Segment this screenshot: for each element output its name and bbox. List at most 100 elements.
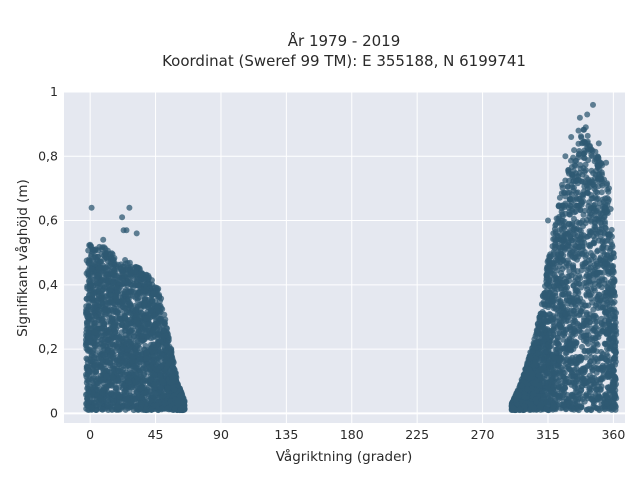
data-point (592, 148, 599, 155)
data-point (563, 357, 570, 363)
data-point (146, 366, 153, 373)
data-point (87, 281, 94, 288)
data-point (160, 327, 167, 333)
data-point (116, 384, 123, 391)
data-point (571, 147, 578, 154)
data-point (157, 315, 164, 322)
data-point (574, 369, 581, 376)
data-point (177, 392, 184, 399)
data-point (138, 394, 145, 401)
data-point (91, 321, 98, 328)
data-point (107, 341, 114, 348)
data-point (107, 291, 113, 298)
data-point (564, 284, 571, 291)
data-point (570, 406, 577, 413)
data-point (107, 286, 114, 293)
data-point (122, 406, 129, 413)
data-point (524, 359, 531, 366)
data-point (608, 226, 615, 233)
data-point (552, 346, 559, 353)
data-point (549, 384, 556, 391)
data-point (560, 291, 567, 298)
data-point (577, 334, 584, 341)
data-point (104, 257, 111, 264)
data-point (141, 371, 147, 378)
data-point (559, 184, 566, 191)
data-point (582, 207, 588, 214)
data-point (577, 219, 584, 226)
data-point (126, 332, 133, 339)
data-point (134, 325, 141, 332)
data-point (604, 244, 611, 251)
data-point (120, 227, 127, 234)
data-point (107, 250, 114, 257)
data-point (596, 330, 603, 337)
data-point (86, 325, 93, 332)
data-point (110, 398, 117, 405)
data-point (98, 317, 105, 324)
data-point (86, 368, 93, 375)
data-point (124, 401, 131, 408)
data-point (137, 271, 144, 278)
data-point (128, 288, 135, 295)
data-point (578, 236, 585, 243)
data-point (557, 248, 564, 255)
data-point (177, 405, 184, 412)
data-point (595, 204, 602, 211)
data-point (560, 391, 567, 398)
data-point (568, 391, 575, 398)
data-point (555, 341, 562, 348)
data-point (171, 386, 178, 393)
data-point (160, 392, 167, 399)
data-point (83, 257, 90, 264)
data-point (576, 312, 583, 319)
data-point (151, 371, 158, 378)
chart-title: År 1979 - 2019 (288, 31, 401, 50)
data-point (161, 320, 168, 327)
data-point (86, 299, 93, 306)
data-point (115, 367, 122, 374)
data-point (167, 351, 174, 358)
data-point (151, 347, 158, 354)
data-point (555, 382, 562, 389)
data-point (104, 402, 111, 409)
data-point (551, 370, 558, 377)
data-point (543, 348, 550, 355)
data-point (109, 365, 116, 372)
data-point (569, 354, 576, 361)
data-point (142, 325, 149, 332)
data-point (132, 349, 139, 356)
data-point (603, 289, 610, 296)
data-point (538, 355, 545, 362)
data-point (567, 359, 574, 366)
data-point (168, 379, 175, 386)
data-point (612, 292, 618, 299)
data-point (155, 307, 162, 314)
data-point (611, 335, 618, 342)
data-point (143, 333, 150, 340)
data-point (114, 357, 121, 364)
data-point (586, 385, 593, 392)
data-point (115, 309, 122, 316)
data-point (576, 322, 582, 329)
data-point (149, 392, 156, 399)
data-point (100, 386, 107, 393)
data-point (602, 340, 609, 347)
data-points (82, 101, 620, 414)
data-point (599, 238, 606, 245)
data-point (559, 321, 566, 328)
data-point (589, 153, 596, 160)
data-point (127, 300, 133, 307)
data-point (605, 373, 612, 380)
data-point (573, 196, 580, 203)
data-point (141, 276, 148, 283)
data-point (165, 360, 172, 367)
data-point (550, 230, 557, 237)
data-point (110, 256, 117, 263)
data-point (122, 314, 129, 321)
data-point (121, 389, 128, 396)
data-point (122, 257, 129, 263)
data-point (84, 377, 91, 384)
data-point (594, 247, 601, 254)
data-point (604, 202, 611, 209)
